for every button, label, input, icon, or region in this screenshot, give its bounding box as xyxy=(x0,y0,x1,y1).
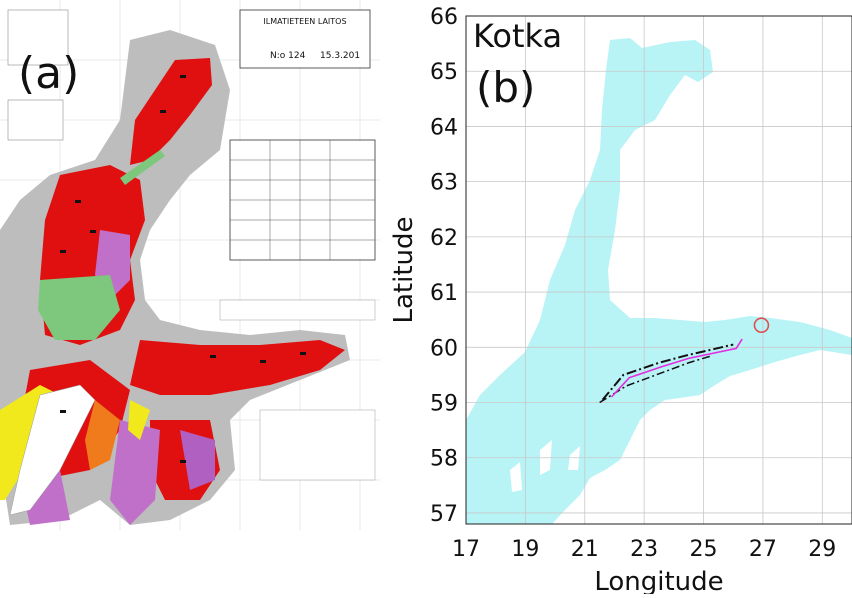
x-tick-label: 17 xyxy=(452,537,480,562)
x-tick-label: 23 xyxy=(630,537,658,562)
panel-b-label: (b) xyxy=(476,63,535,112)
y-tick-label: 58 xyxy=(430,447,458,472)
y-tick-label: 57 xyxy=(430,502,458,527)
x-tick-label: 19 xyxy=(511,537,539,562)
chart-header-date: 15.3.201 xyxy=(320,51,360,61)
x-tick-label: 27 xyxy=(749,537,777,562)
track-map: 17 19 21 23 25 27 29 57 58 59 60 61 62 63 64 65 66 Kotk… xyxy=(389,5,852,597)
y-axis-label: Latitude xyxy=(389,216,419,323)
y-tick-label: 62 xyxy=(430,226,458,251)
y-tick-label: 59 xyxy=(430,392,458,417)
panel-a-label: (a) xyxy=(18,48,80,99)
chart-header-number: N:o 124 xyxy=(270,51,306,61)
chart-header-title: ILMATIETEEN LAITOS xyxy=(263,17,346,26)
x-tick-label: 29 xyxy=(808,537,836,562)
track-map-panel: 17 19 21 23 25 27 29 57 58 59 60 61 62 63 64 65 66 Kotk… xyxy=(380,0,852,597)
y-tick-label: 60 xyxy=(430,336,458,361)
y-tick-label: 63 xyxy=(430,171,458,196)
ice-chart-map: ILMATIETEEN LAITOS N:o 124 15.3.201 xyxy=(0,0,380,530)
y-tick-label: 61 xyxy=(430,281,458,306)
x-tick-label: 21 xyxy=(571,537,599,562)
y-tick-label: 66 xyxy=(430,5,458,30)
route-line xyxy=(610,338,743,398)
y-tick-label: 64 xyxy=(430,115,458,140)
circle-marker-icon xyxy=(753,317,770,334)
x-axis-label: Longitude xyxy=(594,567,723,594)
ship-track-upper xyxy=(601,343,734,401)
ice-chart-panel: ILMATIETEEN LAITOS N:o 124 15.3.201 (a) xyxy=(0,0,380,530)
x-tick-label: 25 xyxy=(690,537,718,562)
place-label: Kotka xyxy=(473,17,562,55)
y-tick-label: 65 xyxy=(430,60,458,85)
